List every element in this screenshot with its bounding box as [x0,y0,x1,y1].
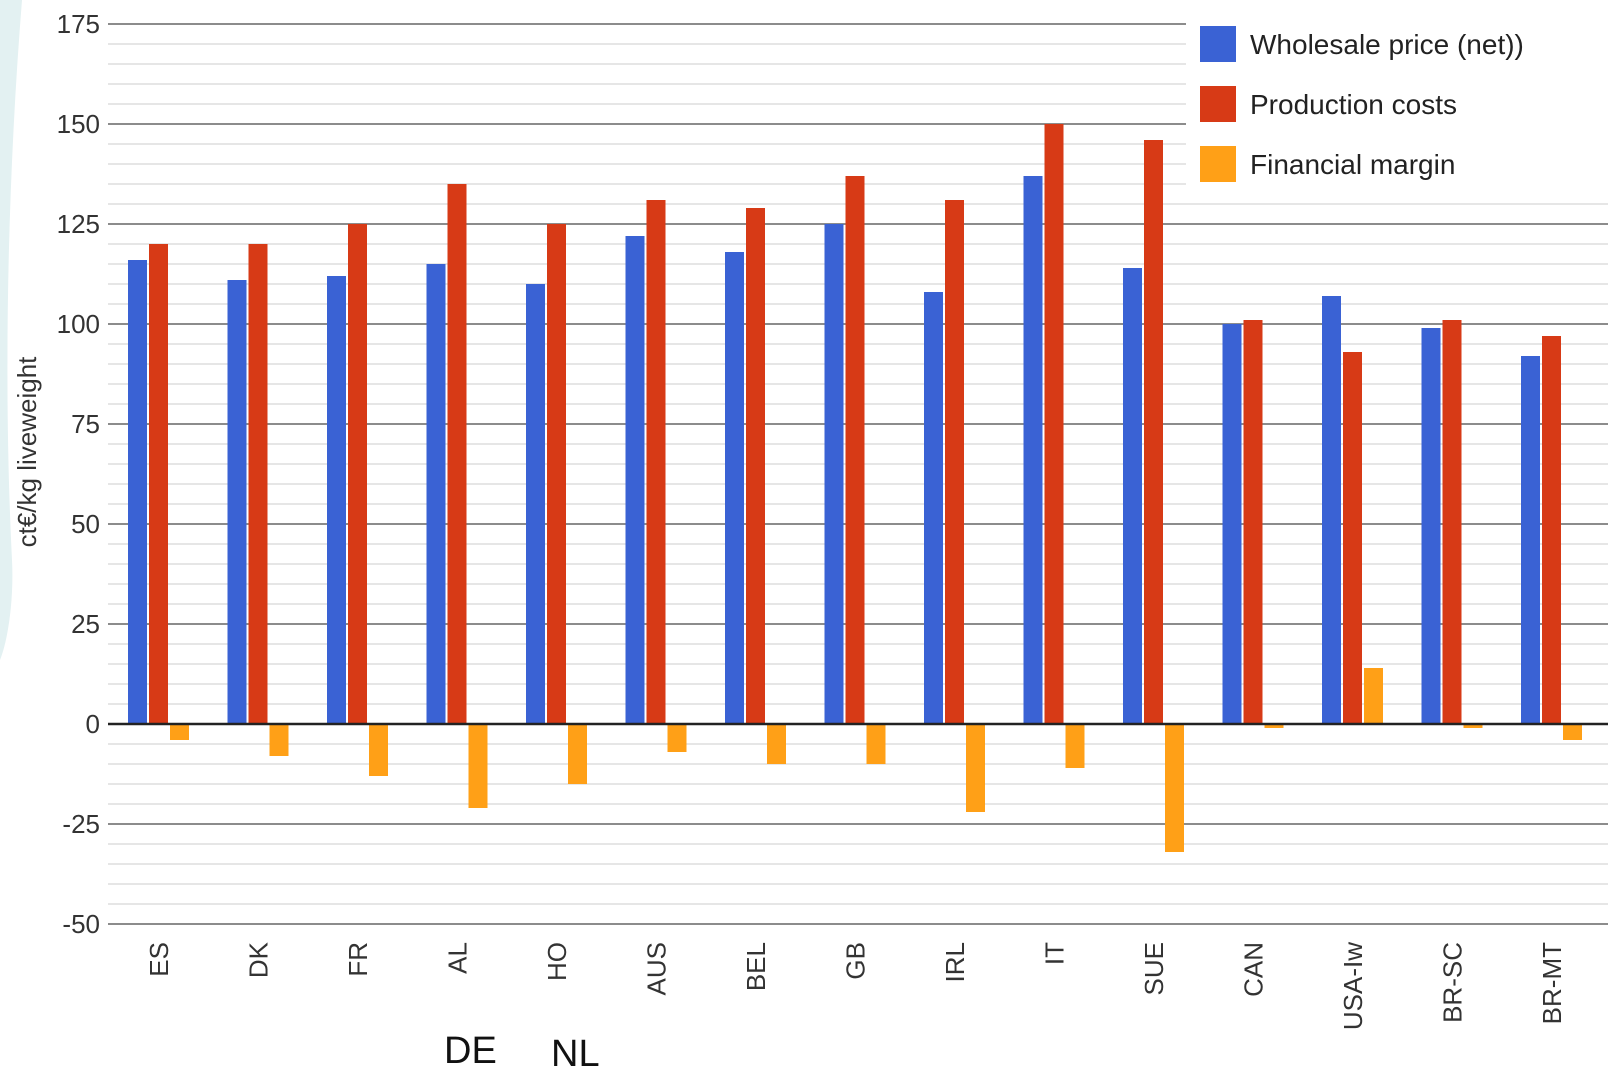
annotation-nl: NL [551,1033,600,1075]
bar-bel-series-2 [746,208,765,724]
bar-gb-series-2 [845,176,865,724]
bar-al-series-1 [426,264,446,724]
bar-es-series-2 [149,244,168,724]
legend-swatch [1200,86,1236,122]
bar-dk-series-2 [248,244,268,724]
bar-es-series-3 [170,724,189,740]
x-tick-label: USA-Iw [1338,942,1368,1030]
x-tick-label: IT [1040,942,1070,965]
bar-irl-series-2 [945,200,964,724]
y-tick-label: -25 [62,809,100,839]
bar-aus-series-2 [646,200,666,724]
bar-irl-series-3 [966,724,985,812]
y-tick-label: 75 [71,409,100,439]
bar-sue-series-2 [1144,140,1163,724]
bar-br-mt-series-2 [1542,336,1561,724]
bar-br-mt-series-1 [1521,356,1540,724]
bar-usa-iw-series-2 [1343,352,1362,724]
bar-fr-series-3 [369,724,388,776]
bar-sue-series-3 [1165,724,1184,852]
x-axis-tick-labels: ES DK FR AL HO AUS BEL GB IRL IT SUE CAN USA-Iw BR-SC… [144,941,1567,1030]
y-tick-label: 125 [57,209,100,239]
bar-br-sc-series-2 [1442,320,1462,724]
x-tick-label: AUS [642,942,672,995]
bar-aus-series-1 [625,236,645,724]
y-tick-label: 100 [57,309,100,339]
legend-label: Production costs [1250,89,1457,120]
bar-it-series-2 [1044,124,1064,724]
bar-irl-series-1 [924,292,943,724]
bar-fr-series-1 [327,276,346,724]
y-tick-label: 25 [71,609,100,639]
bar-ho-series-2 [547,224,566,724]
bar-usa-iw-series-1 [1322,296,1341,724]
bar-br-mt-series-3 [1563,724,1582,740]
bar-al-series-2 [447,184,467,724]
bar-ho-series-1 [526,284,545,724]
bars [128,124,1582,852]
x-tick-label: CAN [1239,942,1269,997]
bar-can-series-2 [1243,320,1263,724]
bar-it-series-1 [1023,176,1043,724]
bar-fr-series-2 [348,224,367,724]
y-axis-title: ct€/kg liveweight [12,356,42,548]
bar-can-series-3 [1264,724,1284,728]
bar-ho-series-3 [568,724,587,784]
x-tick-label: ES [144,942,174,977]
decorative-swoosh-shape [0,0,22,660]
bar-gb-series-1 [824,224,844,724]
x-tick-label: GB [841,942,871,980]
x-tick-label: HO [542,942,572,981]
bar-it-series-3 [1065,724,1085,768]
y-tick-label: 175 [57,9,100,39]
annotation-de: DE [444,1030,497,1072]
y-axis-tick-labels: -50 -25 0 25 50 75 100 125 150 175 [57,9,100,939]
x-tick-label: SUE [1139,942,1169,995]
bar-usa-iw-series-3 [1364,668,1383,724]
legend-label: Financial margin [1250,149,1455,180]
legend: Wholesale price (net)) Production costs Fi… [1186,18,1608,190]
bar-br-sc-series-3 [1463,724,1483,728]
x-tick-label: BR-SC [1438,942,1468,1023]
bar-al-series-3 [468,724,488,808]
x-tick-label: FR [343,942,373,977]
legend-background [1186,18,1608,190]
legend-label: Wholesale price (net)) [1250,29,1524,60]
x-tick-label: DK [244,941,274,978]
bar-dk-series-1 [227,280,247,724]
y-tick-label: -50 [62,909,100,939]
bar-bel-series-3 [767,724,786,764]
x-tick-label: BEL [741,942,771,991]
bar-dk-series-3 [269,724,289,756]
x-tick-label: IRL [940,942,970,982]
bar-br-sc-series-1 [1421,328,1441,724]
legend-swatch [1200,146,1236,182]
bar-es-series-1 [128,260,147,724]
bar-gb-series-3 [866,724,886,764]
x-tick-label: BR-MT [1537,942,1567,1024]
legend-swatch [1200,26,1236,62]
x-tick-label: AL [443,942,473,974]
y-tick-label: 150 [57,109,100,139]
bar-bel-series-1 [725,252,744,724]
y-tick-label: 50 [71,509,100,539]
y-tick-label: 0 [86,709,100,739]
bar-aus-series-3 [667,724,687,752]
bar-can-series-1 [1222,324,1242,724]
bar-sue-series-1 [1123,268,1142,724]
